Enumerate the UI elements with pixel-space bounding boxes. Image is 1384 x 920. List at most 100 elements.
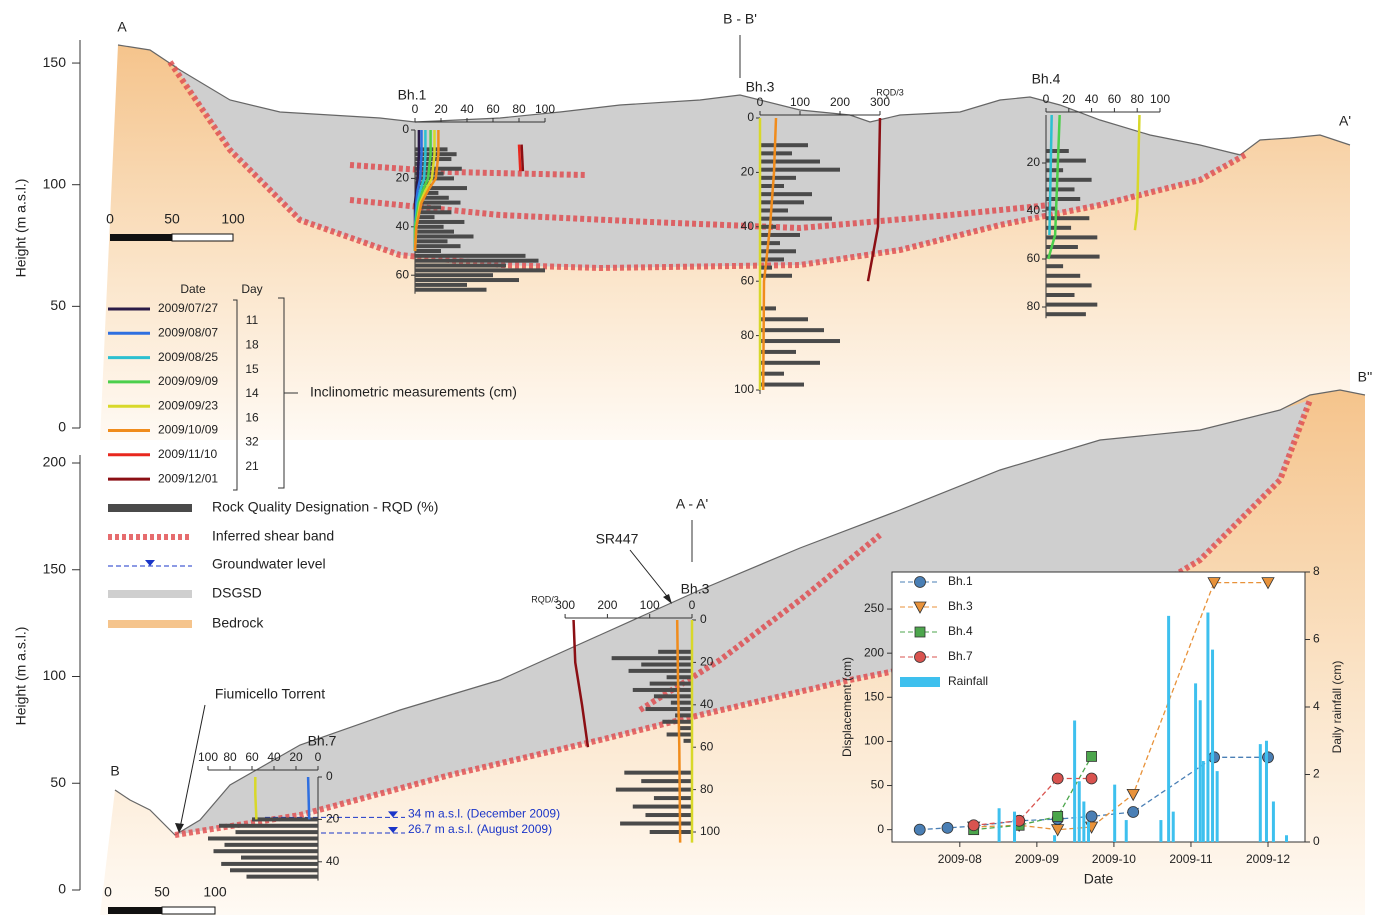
borehole-name: Bh.7 <box>308 733 337 749</box>
legend-date: 2009/12/01 <box>158 471 218 485</box>
section-end-label: B <box>110 763 119 779</box>
top-tick-label: 40 <box>460 102 474 116</box>
borehole-name: Bh.4 <box>1032 71 1061 87</box>
rqd-bar <box>760 160 820 164</box>
legend-header: Day <box>241 282 262 296</box>
legend-rqd-swatch <box>108 504 192 512</box>
rqd-bar <box>612 656 692 660</box>
top-tick-label: 200 <box>830 95 850 109</box>
rain-bar <box>1265 741 1268 842</box>
rqd-bar <box>760 176 796 180</box>
rqd-bar <box>760 257 784 261</box>
borehole-name: Bh.3 <box>746 79 775 95</box>
rqd-bar <box>760 361 820 365</box>
inclinometer-profile <box>308 777 309 819</box>
borehole-note: RQD/3 <box>876 87 904 97</box>
rqd-bar <box>219 824 318 828</box>
scale-label: 50 <box>154 884 170 900</box>
section-end-label: A' <box>1339 113 1351 129</box>
rqd-bar <box>1046 283 1092 287</box>
rqd-bar <box>1046 216 1089 220</box>
x-tick-label: 2009-11 <box>1169 852 1212 866</box>
top-tick-label: 20 <box>289 750 303 764</box>
rain-bar <box>1087 822 1090 842</box>
marker <box>1052 773 1063 784</box>
legend-date: 2009/10/09 <box>158 423 218 437</box>
top-tick-label: 80 <box>1131 92 1145 106</box>
y-tick-label: 50 <box>50 297 66 313</box>
top-tick-label: 100 <box>198 750 218 764</box>
rqd-bar <box>760 225 776 229</box>
y-tick-label: 100 <box>43 175 67 191</box>
y2-tick-label: 0 <box>1313 834 1320 848</box>
marker <box>1086 811 1097 822</box>
borehole-name: Bh.1 <box>398 87 427 103</box>
rqd-bar <box>624 771 692 775</box>
section-end-label: A <box>117 19 127 35</box>
rqd-bar <box>633 688 692 692</box>
top-tick-label: 60 <box>245 750 259 764</box>
rqd-bar <box>415 268 545 272</box>
marker <box>1086 773 1097 784</box>
marker <box>942 822 953 833</box>
y2-tick-label: 8 <box>1313 564 1320 578</box>
rqd-bar <box>760 200 804 204</box>
x-tick-label: 2009-10 <box>1092 852 1136 866</box>
legend-label: Rock Quality Designation - RQD (%) <box>212 499 438 515</box>
legend-label: DSGSD <box>212 585 262 601</box>
scale-bar-white <box>172 234 233 241</box>
rqd-bar <box>760 168 840 172</box>
rqd-bar <box>214 849 319 853</box>
borehole-note: RQD/3 <box>531 594 559 604</box>
scale-label: 0 <box>104 884 112 900</box>
scale-label: 100 <box>221 211 245 227</box>
y-tick-label: 100 <box>43 667 67 683</box>
rqd-bar <box>760 317 808 321</box>
depth-tick-label: 0 <box>326 769 333 783</box>
y-tick-label: 50 <box>50 774 66 790</box>
legend-label: Bh.4 <box>948 624 973 638</box>
y-tick-label: 50 <box>871 778 885 792</box>
scale-label: 100 <box>203 884 227 900</box>
y-axis-label: Displacement (cm) <box>840 657 854 757</box>
rqd-bar <box>641 663 692 667</box>
rqd-bar <box>760 233 800 237</box>
rqd-bar <box>1046 293 1075 297</box>
top-tick-label: 200 <box>597 598 617 612</box>
rqd-bar <box>760 249 796 253</box>
top-tick-label: 20 <box>1062 92 1076 106</box>
rqd-bar <box>645 813 692 817</box>
top-tick-label: 60 <box>486 102 500 116</box>
rain-bar <box>1194 683 1197 842</box>
depth-tick-label: 60 <box>741 273 755 287</box>
rqd-bar <box>415 230 454 234</box>
depth-tick-label: 40 <box>1027 203 1041 217</box>
depth-tick-label: 40 <box>326 854 340 868</box>
rqd-bar <box>415 239 448 243</box>
rqd-bar <box>658 650 692 654</box>
top-tick-label: 0 <box>689 598 696 612</box>
rqd-bar <box>650 682 692 686</box>
top-tick-label: 100 <box>535 102 555 116</box>
depth-tick-label: 80 <box>741 328 755 342</box>
top-tick-label: 0 <box>1043 92 1050 106</box>
rqd-bar <box>415 244 461 248</box>
figure: 050100150Height (m a.s.l.)AA'B - B'05010… <box>0 0 1384 920</box>
marker <box>1209 752 1220 763</box>
top-tick-label: 20 <box>434 102 448 116</box>
top-tick-label: 40 <box>267 750 281 764</box>
y2-tick-label: 4 <box>1313 699 1320 713</box>
rqd-bar <box>679 726 692 730</box>
borehole-name: Bh.3 <box>681 581 710 597</box>
legend-label: Groundwater level <box>212 556 326 572</box>
rqd-bar <box>1046 274 1080 278</box>
legend-label: Bh.7 <box>948 649 973 663</box>
scale-bar-white <box>162 907 215 914</box>
rqd-bar <box>1046 264 1063 268</box>
cross-section-label: A - A' <box>676 496 708 512</box>
rain-bar <box>1211 650 1214 842</box>
legend-gw-marker <box>145 560 155 566</box>
legend-swatch <box>900 677 940 687</box>
rain-bar <box>1285 835 1288 842</box>
depth-tick-label: 0 <box>700 612 707 626</box>
